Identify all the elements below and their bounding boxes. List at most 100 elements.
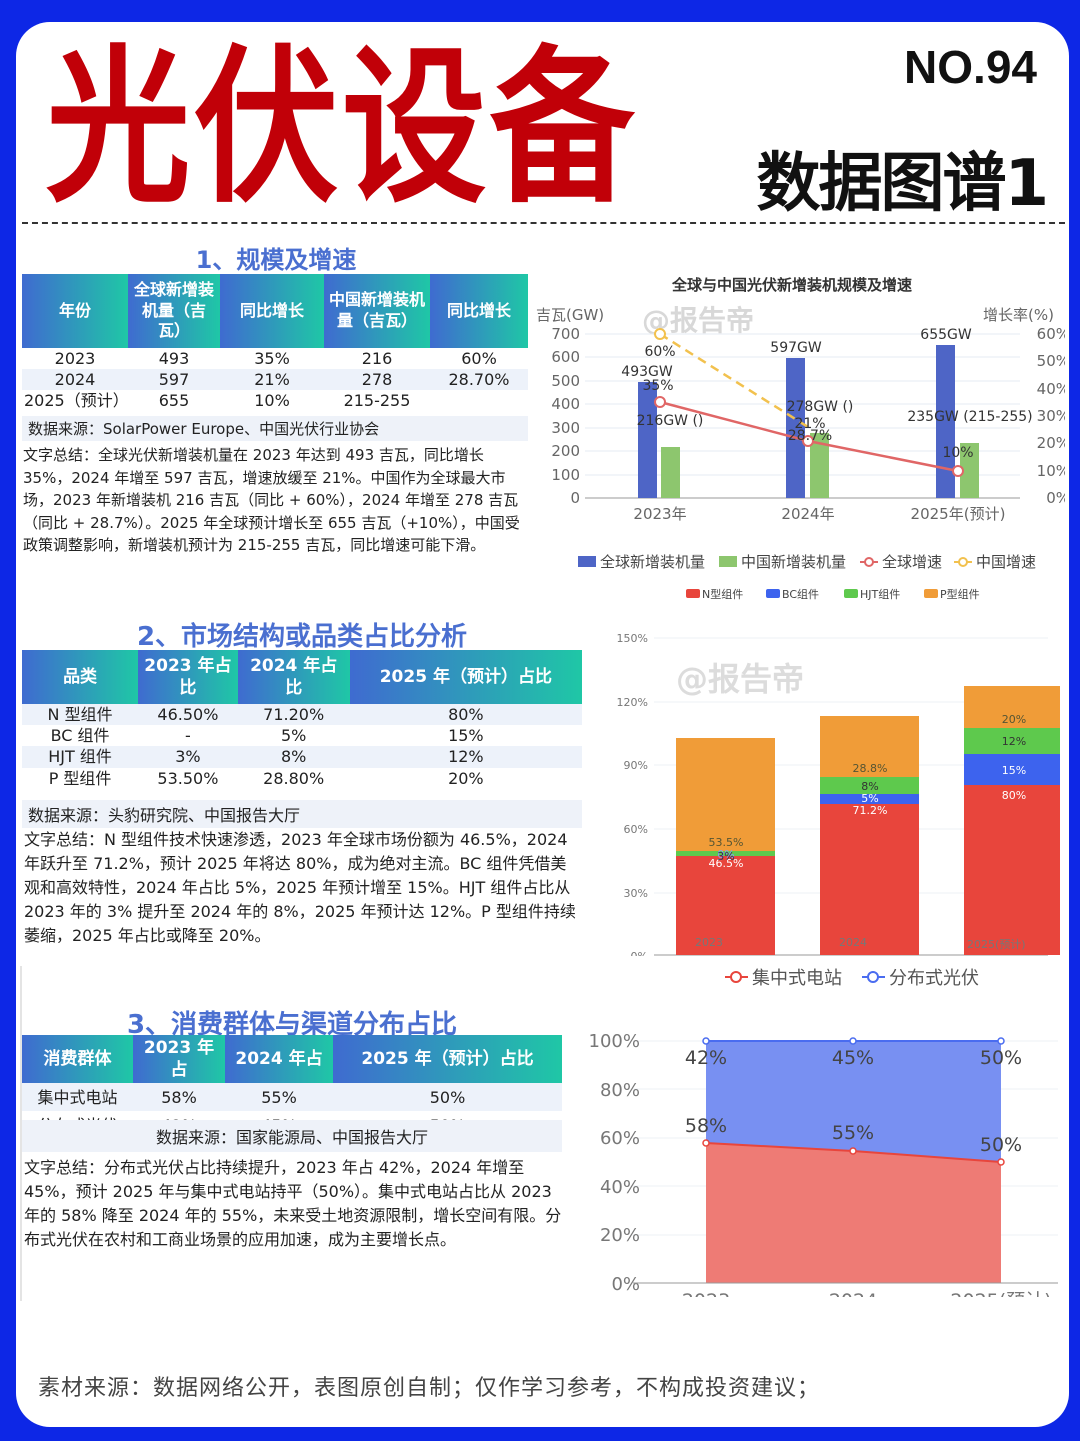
cell: 278 — [324, 369, 430, 391]
svg-text:58%: 58% — [685, 1115, 727, 1137]
svg-text:全球增速: 全球增速 — [882, 553, 942, 571]
legend: 全球新增装机量 中国新增装机量 全球增速 中国增速 — [578, 553, 1036, 571]
cell: 493 — [158, 349, 190, 368]
svg-text:493GW: 493GW — [621, 364, 673, 380]
cell: 655 — [158, 391, 190, 411]
svg-text:20%: 20% — [1037, 434, 1065, 452]
cell: 35% — [254, 349, 290, 368]
col-header: 2024 年占 — [225, 1035, 333, 1084]
svg-text:0%: 0% — [1046, 489, 1065, 507]
bar — [661, 447, 680, 498]
bar-2023 — [676, 738, 775, 955]
svg-text:60%: 60% — [1037, 325, 1065, 343]
legend: 集中式电站 分布式光伏 — [725, 968, 979, 989]
chart-installations-svg: 全球与中国光伏新增装机规模及增速 @报告帝 吉瓦(GW) 增长率(%) 0 10… — [536, 276, 1065, 571]
svg-text:12%: 12% — [1002, 735, 1026, 748]
section2-summary: 文字总结：N 型组件技术快速渗透，2023 年全球市场份额为 46.5%，202… — [24, 830, 576, 945]
issue-number: NO.94 — [904, 41, 1037, 93]
chart-channel-share: 集中式电站 分布式光伏 0% 20% 40% 60% 80% 100% — [570, 957, 1066, 1297]
area-distributed — [706, 1041, 1001, 1162]
svg-text:55%: 55% — [832, 1122, 874, 1144]
svg-text:60%: 60% — [624, 823, 648, 836]
svg-text:216GW (): 216GW () — [637, 413, 704, 429]
svg-text:0: 0 — [570, 489, 580, 507]
section1-summary: 文字总结：全球光伏新增装机量在 2023 年达到 493 吉瓦，同比增长 35%… — [23, 446, 520, 554]
table-row: HJT 组件 3% 8% 12% — [22, 746, 582, 768]
section1-source: 数据来源：SolarPower Europe、中国光伏行业协会 — [22, 416, 528, 441]
x-ticks: 2023 2024 2025(预计) — [682, 1290, 1052, 1297]
svg-text:BC组件: BC组件 — [782, 587, 819, 601]
cell: 597 — [128, 369, 220, 391]
table-row: 2025（预计） 655 10% 215-255 — [22, 390, 528, 411]
section2-title: 2、市场结构或品类占比分析 — [136, 622, 468, 652]
svg-text:10%: 10% — [1037, 462, 1065, 480]
col-header: 2023 年占比 — [138, 650, 238, 704]
cell: 216 — [361, 349, 393, 368]
svg-text:2024年: 2024年 — [781, 505, 834, 523]
svg-text:P型组件: P型组件 — [940, 587, 980, 601]
point — [654, 328, 666, 340]
col-header: 中国新增装机量（吉瓦） — [324, 274, 430, 348]
cell — [430, 390, 528, 411]
svg-text:597GW: 597GW — [770, 340, 822, 356]
svg-text:15%: 15% — [1002, 764, 1026, 777]
infographic-card: 光伏设备 NO.94 数据图谱1 1、规模及增速 年份 全球新增装机量（吉瓦） … — [16, 22, 1069, 1427]
section3-summary: 文字总结：分布式光伏占比持续提升，2023 年占 42%，2024 年增至 45… — [24, 1158, 562, 1249]
series-china-bars — [661, 433, 979, 498]
cell: 2023 — [54, 349, 96, 368]
col-header: 品类 — [22, 650, 139, 704]
svg-text:50%: 50% — [980, 1134, 1022, 1156]
svg-text:中国增速: 中国增速 — [976, 553, 1036, 571]
svg-text:28.8%: 28.8% — [853, 762, 888, 775]
cell: 2024 — [22, 369, 128, 391]
svg-text:30%: 30% — [624, 887, 648, 900]
table-row: 2023 493 35% 216 60% — [22, 348, 528, 369]
svg-text:120%: 120% — [617, 696, 648, 709]
y-ticks-right: 0% 10% 20% 30% 40% 50% 60% — [1037, 325, 1065, 507]
svg-text:40%: 40% — [1037, 380, 1065, 398]
y-axis-right-label: 增长率(%) — [983, 306, 1054, 324]
col-header: 同比增长 — [430, 274, 528, 348]
svg-text:0%: 0% — [631, 950, 648, 956]
svg-text:50%: 50% — [980, 1047, 1022, 1069]
svg-text:全球新增装机量: 全球新增装机量 — [600, 553, 705, 571]
table-row: 2024 597 21% 278 28.70% — [22, 369, 528, 391]
cell: 10% — [254, 391, 290, 411]
chart-module-share: N型组件 BC组件 HJT组件 P型组件 0% 30% 60% 90% 120%… — [590, 578, 1060, 956]
svg-text:N型组件: N型组件 — [702, 587, 743, 601]
svg-text:60%: 60% — [644, 344, 675, 360]
footer-disclaimer: 素材来源：数据网络公开，表图原创自制；仅作学习参考，不构成投资建议； — [38, 1376, 821, 1401]
svg-text:5%: 5% — [861, 792, 878, 805]
svg-text:300: 300 — [551, 419, 580, 437]
cell: 60% — [461, 349, 497, 368]
svg-text:235GW (215-255): 235GW (215-255) — [907, 409, 1032, 425]
svg-text:500: 500 — [551, 372, 580, 390]
y-ticks: 0% 20% 40% 60% 80% 100% — [589, 1031, 640, 1295]
bar-2024 — [820, 716, 919, 955]
svg-text:21%: 21% — [794, 416, 825, 432]
svg-text:45%: 45% — [832, 1047, 874, 1069]
data-labels: 46.5% 0% 3% 53.5% 71.2% 5% 8% 28.8% 80% … — [709, 713, 1027, 870]
svg-text:3%: 3% — [717, 850, 734, 863]
main-title: 光伏设备 — [46, 30, 638, 226]
data-labels: 42% 45% 50% 58% 55% 50% — [685, 1047, 1022, 1156]
svg-text:10%: 10% — [942, 445, 973, 461]
svg-text:80%: 80% — [600, 1080, 640, 1101]
svg-text:278GW (): 278GW () — [787, 399, 854, 415]
svg-text:100: 100 — [551, 466, 580, 484]
svg-text:700: 700 — [551, 325, 580, 343]
cell: 21% — [220, 369, 324, 391]
cell: 2025（预计） — [24, 391, 129, 411]
section2-table: 品类 2023 年占比 2024 年占比 2025 年（预计）占比 N 型组件 4… — [22, 650, 582, 789]
y-ticks: 0% 30% 60% 90% 120% 150% — [617, 632, 648, 956]
svg-text:80%: 80% — [1002, 789, 1026, 802]
svg-text:8%: 8% — [861, 780, 878, 793]
svg-text:2025(预计): 2025(预计) — [950, 1290, 1051, 1297]
svg-text:中国新增装机量: 中国新增装机量 — [741, 553, 846, 571]
col-header: 年份 — [22, 274, 128, 348]
y-axis-label: 吉瓦(GW) — [536, 306, 604, 324]
area-centralized — [706, 1143, 1001, 1283]
bar — [638, 382, 657, 498]
svg-text:2025年(预计): 2025年(预计) — [911, 505, 1006, 523]
svg-text:90%: 90% — [624, 759, 648, 772]
